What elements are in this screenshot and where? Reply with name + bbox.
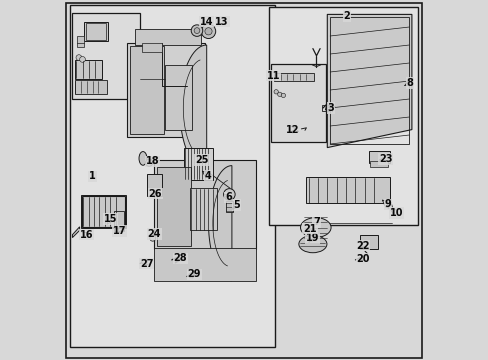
Polygon shape (72, 227, 80, 238)
Text: 4: 4 (204, 171, 211, 181)
Text: 16: 16 (80, 230, 93, 240)
Bar (130, 46, 164, 134)
Bar (156, 167, 190, 246)
Bar (369, 161, 387, 167)
Bar (268, 7, 418, 225)
Bar (84, 22, 107, 41)
Text: 24: 24 (147, 229, 161, 239)
Bar (226, 201, 232, 212)
Text: 26: 26 (148, 189, 162, 199)
Bar (190, 188, 217, 230)
Bar (72, 13, 140, 99)
Bar (75, 60, 102, 79)
Text: 5: 5 (233, 200, 240, 210)
Circle shape (191, 25, 203, 36)
Bar (321, 105, 329, 111)
Bar (70, 5, 275, 347)
Circle shape (142, 260, 146, 265)
Bar (147, 174, 162, 196)
Text: 8: 8 (406, 78, 413, 88)
Bar (360, 235, 377, 249)
Polygon shape (180, 45, 206, 171)
Ellipse shape (298, 235, 326, 253)
Bar (329, 17, 408, 144)
Circle shape (80, 57, 85, 62)
Bar (75, 80, 107, 94)
Bar (114, 211, 124, 231)
Text: 28: 28 (173, 253, 187, 264)
Bar (305, 177, 389, 203)
Bar (86, 23, 106, 40)
Circle shape (76, 55, 81, 60)
Text: 7: 7 (312, 217, 319, 228)
Circle shape (201, 24, 215, 39)
Circle shape (281, 93, 285, 98)
Bar (142, 43, 162, 52)
Text: 22: 22 (355, 240, 368, 251)
Bar (183, 148, 212, 180)
Text: 27: 27 (140, 258, 153, 269)
Text: 23: 23 (378, 154, 391, 164)
Circle shape (273, 90, 278, 94)
Text: 11: 11 (266, 71, 280, 81)
Bar (368, 151, 389, 163)
Bar (127, 43, 204, 137)
Circle shape (149, 235, 155, 241)
Text: 18: 18 (145, 156, 159, 166)
Text: 3: 3 (327, 103, 334, 113)
Bar (134, 29, 201, 45)
Text: 19: 19 (305, 233, 319, 243)
Bar (153, 248, 256, 281)
Text: 12: 12 (285, 125, 299, 135)
Text: 13: 13 (215, 17, 228, 27)
Text: 25: 25 (195, 155, 208, 165)
Circle shape (277, 92, 282, 96)
Text: 21: 21 (303, 224, 316, 234)
Circle shape (188, 273, 193, 278)
Circle shape (194, 28, 200, 33)
Polygon shape (326, 14, 411, 148)
Text: 15: 15 (103, 214, 117, 224)
Bar (77, 36, 84, 47)
Text: 29: 29 (187, 269, 201, 279)
Text: 20: 20 (356, 254, 369, 264)
Bar (273, 73, 313, 81)
Text: 10: 10 (389, 208, 402, 218)
Text: 17: 17 (112, 226, 126, 236)
Ellipse shape (139, 152, 146, 165)
Text: 1: 1 (89, 171, 96, 181)
Bar (271, 64, 325, 142)
Ellipse shape (300, 217, 330, 238)
Bar (153, 160, 256, 249)
Circle shape (204, 28, 212, 35)
Circle shape (145, 159, 152, 166)
Text: 9: 9 (384, 199, 390, 210)
Text: 14: 14 (199, 17, 213, 27)
Bar (81, 195, 125, 228)
Polygon shape (208, 166, 231, 281)
Text: 2: 2 (343, 11, 349, 21)
Bar (81, 196, 125, 227)
Text: 6: 6 (224, 192, 231, 202)
Circle shape (223, 189, 235, 200)
Bar (165, 65, 192, 130)
